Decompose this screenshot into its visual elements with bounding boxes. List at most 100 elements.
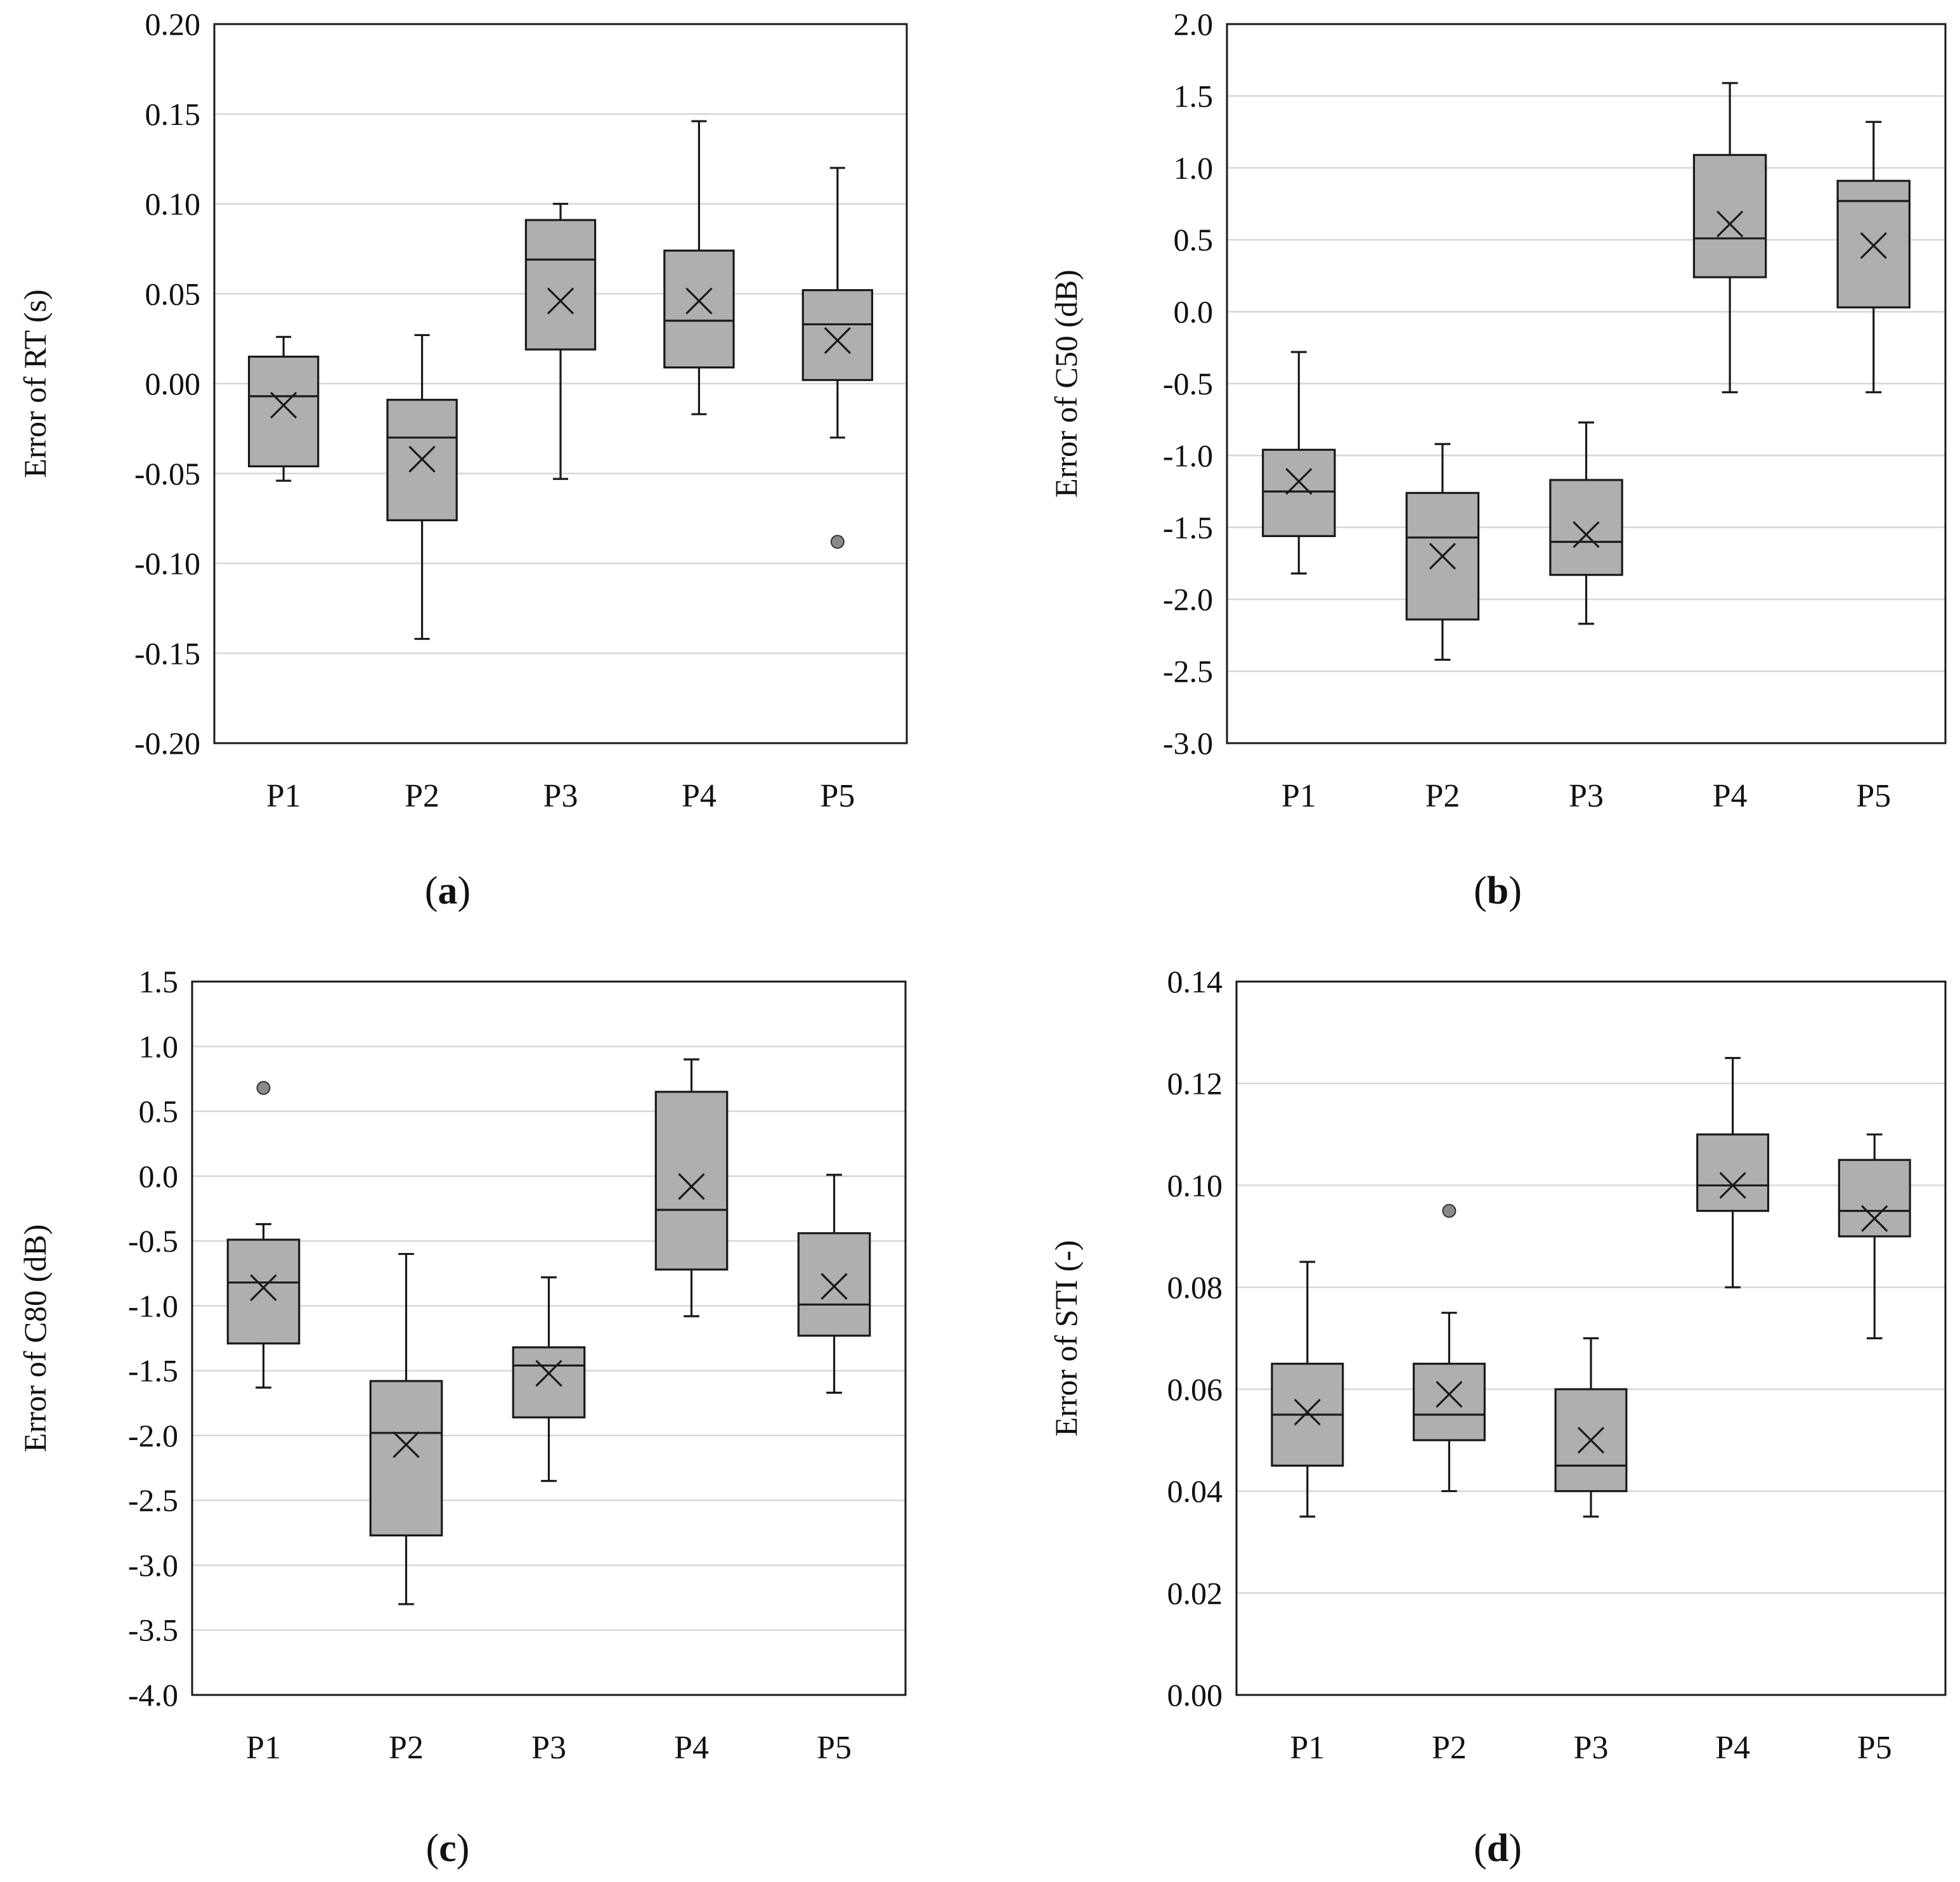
- x-tick-label: P3: [1574, 1730, 1609, 1766]
- y-tick-label: 0.10: [145, 186, 201, 222]
- y-tick-label: -3.5: [128, 1613, 178, 1648]
- y-tick-label: 0.08: [1167, 1269, 1223, 1305]
- x-tick-label: P4: [1715, 1730, 1750, 1766]
- mean-marker: [1861, 1205, 1888, 1232]
- panel-d: 0.14 0.12 0.10 0.08 0.06 0.04 0.02 0.00 Error of…: [1048, 964, 1947, 1870]
- panel-b: 2.0 1.5 1.0 0.5 0.0 -0.5 -1.0 -1.5 -2.0 -2.5 -3.0 E…: [1048, 6, 1947, 912]
- mean-marker: [1429, 543, 1457, 570]
- mean-marker: [824, 327, 851, 354]
- outlier-point: [830, 535, 845, 549]
- x-tick-label: P5: [1857, 1730, 1892, 1766]
- y-tick-label: 1.0: [139, 1029, 179, 1064]
- y-tick-label: -1.0: [1163, 438, 1213, 473]
- mean-marker: [1294, 1398, 1321, 1426]
- mean-marker: [1577, 1427, 1605, 1454]
- box-P4: [1692, 82, 1767, 394]
- mean-marker: [1285, 468, 1313, 495]
- mean-marker: [393, 1431, 420, 1458]
- box-P5: [1836, 120, 1911, 394]
- mean-marker: [1719, 1172, 1746, 1199]
- iqr-box: [369, 1380, 443, 1537]
- y-tick-label: 0.10: [1167, 1167, 1223, 1203]
- panel-caption: (d): [1474, 1827, 1522, 1870]
- x-tick-label: P4: [682, 778, 717, 814]
- y-tick-label: -0.05: [134, 456, 200, 491]
- y-tick-label: 0.14: [1167, 964, 1223, 999]
- y-tick-label: -0.5: [1163, 366, 1213, 401]
- iqr-box: [663, 249, 735, 369]
- box-P2: [369, 1252, 443, 1606]
- iqr-box: [1549, 479, 1623, 576]
- box-P3: [1554, 1337, 1628, 1518]
- y-tick-label: 1.5: [139, 964, 179, 999]
- iqr-box: [1838, 1158, 1911, 1238]
- x-tick-label: P1: [1290, 1730, 1325, 1766]
- mean-marker: [1436, 1380, 1463, 1408]
- iqr-box: [1692, 153, 1767, 278]
- y-tick-label: 0.0: [139, 1158, 179, 1194]
- y-tick-label: 1.0: [1174, 150, 1214, 186]
- y-tick-label: -2.0: [128, 1418, 178, 1453]
- y-tick-label: 2.0: [1174, 6, 1214, 42]
- y-tick-label: 0.12: [1167, 1066, 1223, 1101]
- x-tick-label: P1: [246, 1730, 281, 1766]
- iqr-box: [797, 1232, 871, 1337]
- x-tick-label: P4: [674, 1730, 709, 1766]
- panel-c: 1.5 1.0 0.5 0.0 -0.5 -1.0 -1.5 -2.0 -2.5 -3.0 -3.5…: [17, 964, 907, 1870]
- x-tick-label: P1: [266, 778, 301, 814]
- x-tick-label: P2: [1432, 1730, 1467, 1766]
- y-tick-label: -4.0: [128, 1677, 178, 1713]
- x-tick-label: P4: [1713, 778, 1748, 814]
- mean-marker: [1716, 211, 1744, 238]
- y-tick-label: 0.00: [145, 366, 201, 401]
- x-tick-label: P5: [820, 778, 855, 814]
- mean-marker: [685, 287, 713, 315]
- y-tick-label: 1.5: [1174, 78, 1214, 114]
- box-P1: [248, 335, 320, 482]
- y-tick-label: -0.20: [134, 725, 200, 761]
- plot-frame: [1226, 23, 1947, 744]
- y-axis-label: Error of C80 (dB): [17, 1224, 53, 1453]
- y-tick-label: -2.5: [1163, 654, 1213, 689]
- iqr-box: [1262, 448, 1336, 538]
- y-tick-label: -1.0: [128, 1288, 178, 1323]
- y-tick-label: -0.15: [134, 635, 200, 671]
- plot-frame: [1235, 980, 1947, 1696]
- iqr-box: [1696, 1133, 1770, 1212]
- y-tick-label: 0.02: [1167, 1575, 1223, 1611]
- y-tick-label: 0.15: [145, 96, 201, 132]
- y-tick-label: -2.5: [128, 1483, 178, 1518]
- y-axis-label: Error of RT (s): [17, 289, 53, 477]
- y-tick-label: -1.5: [1163, 510, 1213, 545]
- mean-marker: [270, 391, 297, 419]
- box-P5: [1838, 1133, 1911, 1340]
- y-tick-label: 0.06: [1167, 1372, 1223, 1407]
- y-tick-label: -0.10: [134, 546, 200, 581]
- y-tick-label: 0.0: [1174, 294, 1214, 330]
- box-P2: [1405, 443, 1480, 661]
- mean-marker: [250, 1274, 277, 1301]
- y-tick-label: -3.0: [128, 1547, 178, 1583]
- mean-marker: [547, 287, 574, 315]
- mean-marker: [821, 1273, 848, 1300]
- iqr-box: [524, 219, 597, 351]
- mean-marker: [535, 1360, 562, 1387]
- y-tick-label: 0.05: [145, 276, 201, 311]
- y-tick-label: -3.0: [1163, 725, 1213, 761]
- x-tick-label: P5: [817, 1730, 852, 1766]
- box-P3: [524, 202, 597, 480]
- outlier-point: [1442, 1204, 1457, 1218]
- panel-caption: (c): [426, 1827, 470, 1870]
- plot-frame: [213, 23, 908, 744]
- iqr-box: [1412, 1363, 1486, 1441]
- box-P5: [797, 1174, 871, 1394]
- x-tick-label: P2: [389, 1730, 424, 1766]
- box-P1: [1262, 351, 1336, 574]
- x-tick-label: P5: [1856, 778, 1891, 814]
- box-P3: [512, 1276, 586, 1483]
- mean-marker: [678, 1173, 705, 1200]
- box-P5: [802, 167, 873, 549]
- x-tick-label: P3: [543, 778, 578, 814]
- panel-caption: (b): [1474, 869, 1522, 912]
